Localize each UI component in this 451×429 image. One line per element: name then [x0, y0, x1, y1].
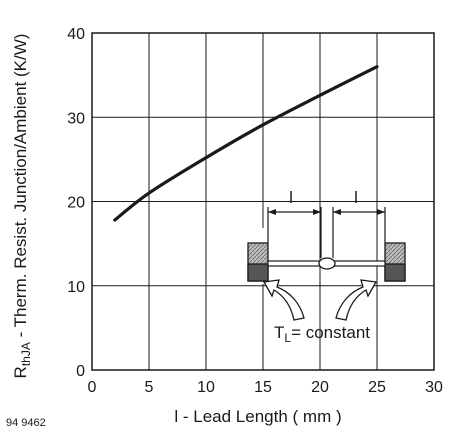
x-axis-label: l - Lead Length ( mm ) [174, 407, 341, 426]
y-tick-label: 0 [76, 363, 85, 380]
figure-code: 94 9462 [6, 417, 46, 429]
x-tick-label: 10 [197, 379, 215, 396]
x-tick-label: 5 [145, 379, 154, 396]
diode-body [318, 257, 336, 270]
left-pcb-dark [247, 263, 269, 282]
heat-arrow-left [262, 279, 305, 321]
y-tick-label: 30 [67, 110, 85, 127]
y-tick-label: 40 [67, 26, 85, 43]
y-tick-label: 20 [67, 195, 85, 212]
lead-mounting-inset: l l TL= constant [247, 188, 407, 345]
y-tick-label: 10 [67, 279, 85, 296]
y-axis-label: RthJA - Therm. Resist. Junction/Ambient … [11, 34, 33, 379]
right-pcb-dark [384, 263, 406, 282]
temperature-label: TL= constant [274, 323, 370, 345]
x-tick-label: 15 [254, 379, 272, 396]
dim-label-right: l [354, 188, 358, 207]
x-tick-label: 25 [368, 379, 386, 396]
series-line-thermal-resistance [113, 65, 379, 222]
x-tick-label: 0 [88, 379, 97, 396]
dim-label-left: l [289, 188, 293, 207]
x-tick-labels: 0 5 10 15 20 25 30 [88, 379, 443, 396]
plot-frame [91, 32, 435, 371]
x-tick-label: 20 [311, 379, 329, 396]
heat-arrow-right [335, 279, 378, 321]
x-tick-label: 30 [425, 379, 443, 396]
y-tick-labels: 0 10 20 30 40 [67, 26, 85, 380]
grid-lines [92, 33, 434, 370]
